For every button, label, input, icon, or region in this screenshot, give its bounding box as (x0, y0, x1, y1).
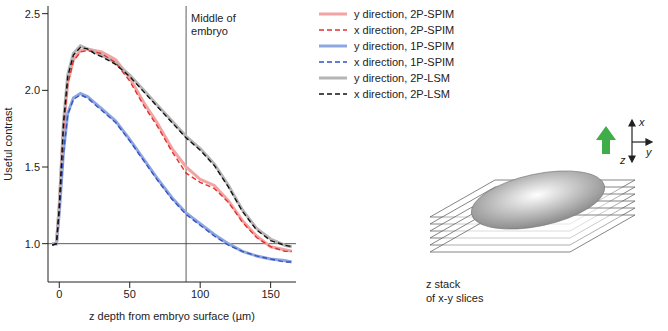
svg-text:1.0: 1.0 (25, 238, 40, 250)
html-text:x direction, 2P-LSM: x direction, 2P-LSM (354, 88, 450, 100)
svg-text:1.5: 1.5 (25, 161, 40, 173)
html-text:x direction, 2P-SPIM: x direction, 2P-SPIM (354, 24, 455, 36)
html-text:y direction, 1P-SPIM: y direction, 1P-SPIM (354, 40, 455, 52)
svg-text:2.5: 2.5 (25, 8, 40, 20)
html-text:y direction, 2P-LSM: y direction, 2P-LSM (354, 72, 450, 84)
svg-text:of x-y slices: of x-y slices (426, 292, 484, 304)
svg-text:z depth from embryo surface (µ: z depth from embryo surface (µm) (89, 310, 255, 322)
svg-text:z: z (619, 154, 626, 166)
svg-text:150: 150 (261, 288, 279, 300)
svg-text:2.0: 2.0 (25, 84, 40, 96)
svg-text:50: 50 (124, 288, 136, 300)
svg-text:y: y (645, 146, 653, 158)
svg-text:100: 100 (191, 288, 209, 300)
svg-text:x: x (638, 116, 645, 128)
svg-text:Useful contrast: Useful contrast (2, 107, 14, 180)
svg-text:Middle ofembryo: Middle ofembryo (191, 12, 237, 37)
html-text:y direction, 2P-SPIM: y direction, 2P-SPIM (354, 8, 455, 20)
svg-text:0: 0 (56, 288, 62, 300)
svg-text:z stack: z stack (426, 278, 461, 290)
html-text:x direction, 1P-SPIM: x direction, 1P-SPIM (354, 56, 455, 68)
